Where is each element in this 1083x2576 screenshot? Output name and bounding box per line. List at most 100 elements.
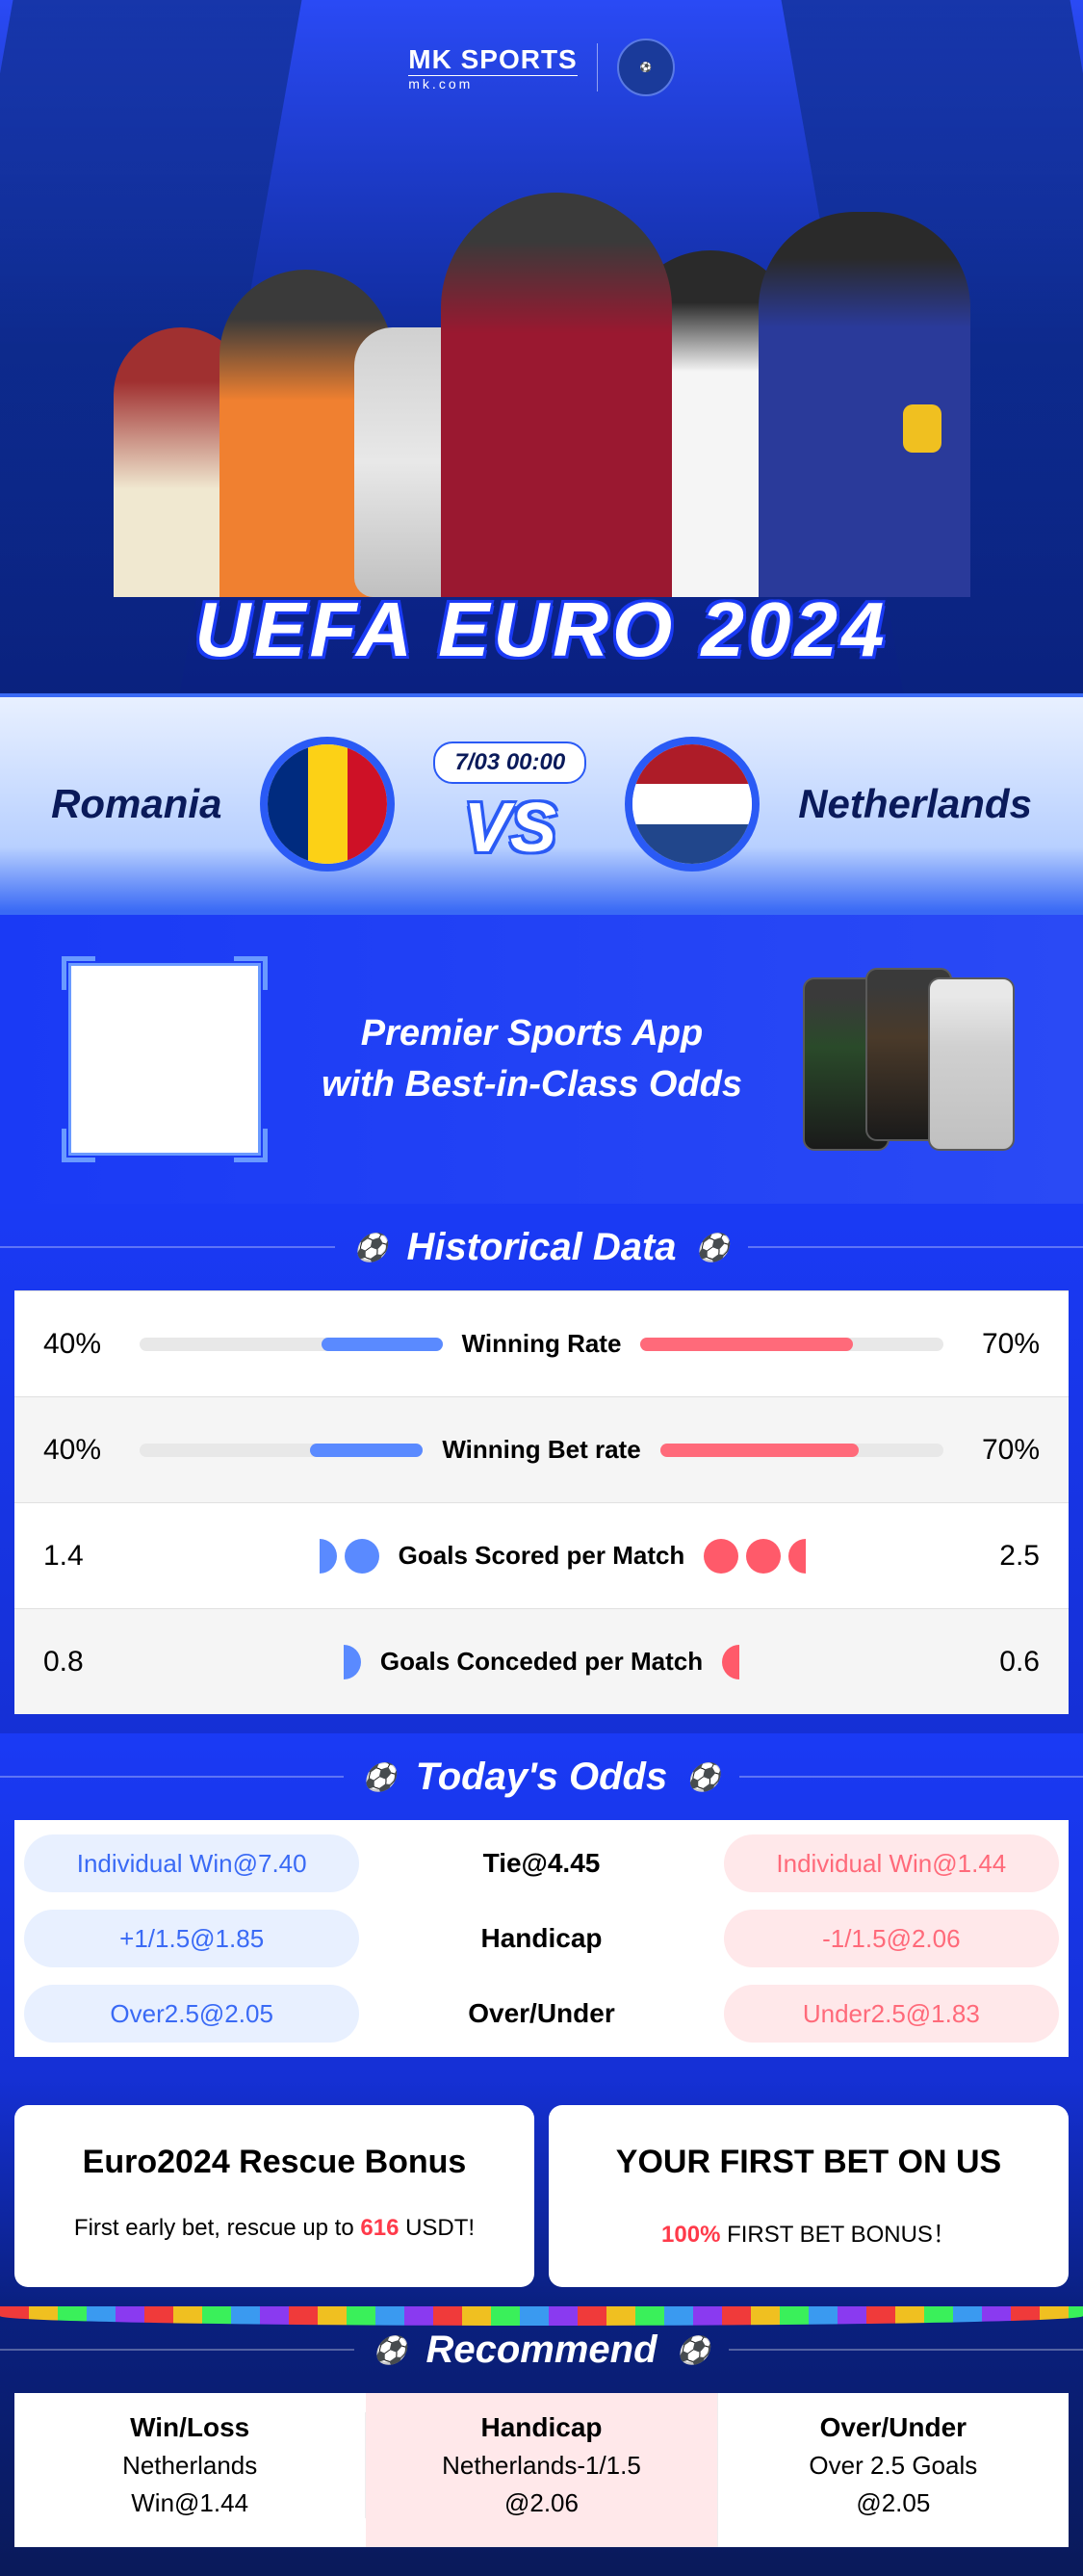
bar-right [640,1338,943,1351]
promo-line2: with Best-in-Class Odds [322,1059,742,1110]
promo-text: Premier Sports App with Best-in-Class Od… [322,1008,742,1110]
brand-logos: MK SPORTS mk.com ⚽ [408,39,674,96]
odds-pill-right[interactable]: Under2.5@1.83 [724,1985,1059,2043]
historical-header: ⚽ Historical Data ⚽ [0,1204,1083,1290]
rec-label: Over/Under [718,2412,1069,2443]
rec-odds: @2.06 [366,2488,716,2518]
hist-right-value: 70% [943,1434,1040,1467]
odds-header: ⚽ Today's Odds ⚽ [0,1733,1083,1820]
hist-label: Goals Scored per Match [379,1541,705,1571]
bonus-post: FIRST BET BONUS！ [720,2222,956,2248]
hist-right-value: 2.5 [943,1540,1040,1573]
bar-left [140,1338,443,1351]
bonus-post: USDT! [399,2215,475,2241]
odds-row: Over2.5@2.05 Over/Under Under2.5@1.83 [24,1985,1059,2043]
hist-left-value: 40% [43,1434,140,1467]
bonus-pre: First early bet, rescue up to [74,2215,360,2241]
odds-pill-left[interactable]: Individual Win@7.40 [24,1834,359,1892]
odds-pill-left[interactable]: Over2.5@2.05 [24,1985,359,2043]
historical-row: 40%Winning Rate70% [14,1290,1069,1396]
recommend-col[interactable]: Win/LossNetherlandsWin@1.44 [14,2412,366,2518]
recommend-col[interactable]: Handicap Netherlands-1/1.5 @2.06 [366,2393,717,2547]
ball-icon [345,1539,379,1574]
recommend-title: Recommend [425,2329,657,2372]
flag-netherlands-icon [625,737,760,872]
match-bar: Romania 7/03 00:00 VS Netherlands [0,693,1083,915]
recommend-body: Win/LossNetherlandsWin@1.44HandicapNethe… [14,2393,1069,2547]
recommend-header: ⚽ Recommend ⚽ [0,2306,1083,2393]
rec-pick: Netherlands [14,2451,365,2481]
balls-right [722,1645,943,1679]
vs-block: 7/03 00:00 VS [433,742,586,868]
club-badge-icon: ⚽ [617,39,675,96]
odds-body: Individual Win@7.40 Tie@4.45 Individual Wi… [14,1820,1069,2057]
soccer-ball-icon: ⚽ [677,2334,710,2366]
header-line [729,2349,1083,2351]
odds-row: +1/1.5@1.85 Handicap -1/1.5@2.06 [24,1910,1059,1967]
hist-label: Winning Bet rate [423,1435,659,1465]
odds-pill-right[interactable]: Individual Win@1.44 [724,1834,1059,1892]
odds-section: ⚽ Today's Odds ⚽ Individual Win@7.40 Tie@… [0,1733,1083,2076]
team-b-name: Netherlands [798,781,1032,827]
player-3 [441,193,672,597]
flag-romania-icon [260,737,395,872]
balls-left [140,1539,379,1574]
historical-row: 40% Winning Bet rate 70% [14,1396,1069,1502]
bonus-card-rescue[interactable]: Euro2024 Rescue Bonus First early bet, r… [14,2105,534,2287]
bonus-card-firstbet[interactable]: YOUR FIRST BET ON US 100% FIRST BET BONU… [549,2105,1069,2287]
odds-mid-label: Tie@4.45 [374,1848,709,1879]
recommend-col[interactable]: Over/Under Over 2.5 Goals @2.05 [718,2412,1069,2518]
historical-body: 40%Winning Rate70%40%Winning Bet rate70%… [14,1290,1069,1714]
hist-left-value: 40% [43,1328,140,1361]
hist-right-value: 0.6 [943,1646,1040,1678]
promo-line1: Premier Sports App [322,1008,742,1059]
bar-left [140,1444,423,1457]
qr-code-placeholder[interactable] [68,963,261,1156]
players-illustration [0,193,1083,597]
header-line [748,1246,1083,1248]
odds-pill-right[interactable]: -1/1.5@2.06 [724,1910,1059,1967]
player-5 [759,212,970,597]
phone-mockups [803,973,1015,1146]
hero-banner: MK SPORTS mk.com ⚽ UEFA EURO 2024 [0,0,1083,693]
header-line [0,1776,344,1778]
ball-icon [704,1539,738,1574]
soccer-ball-icon: ⚽ [696,1232,730,1263]
hero-title: UEFA EURO 2024 [195,585,889,674]
brand-name: MK SPORTS [408,44,577,74]
historical-title: Historical Data [406,1226,676,1269]
bonus-title: YOUR FIRST BET ON US [573,2144,1044,2181]
bonus-desc: First early bet, rescue up to 616 USDT! [39,2215,510,2242]
bonus-title: Euro2024 Rescue Bonus [39,2144,510,2181]
odds-pill-left[interactable]: +1/1.5@1.85 [24,1910,359,1967]
mk-logo: MK SPORTS mk.com [408,44,577,91]
team-a-name: Romania [51,781,221,827]
bar-right [660,1444,943,1457]
rec-pick: Netherlands-1/1.5 [366,2451,716,2481]
soccer-ball-icon: ⚽ [363,1761,397,1793]
soccer-ball-icon: ⚽ [354,1232,388,1263]
hist-left-value: 1.4 [43,1540,140,1573]
odds-row: Individual Win@7.40 Tie@4.45 Individual Wi… [24,1834,1059,1892]
promo-banner: Premier Sports App with Best-in-Class Od… [0,915,1083,1204]
bonus-desc: 100% FIRST BET BONUS！ [573,2215,1044,2249]
recommend-section: ⚽ Recommend ⚽ Win/LossNetherlandsWin@1.4… [0,2306,1083,2576]
odds-title: Today's Odds [416,1756,667,1799]
odds-mid-label: Handicap [374,1923,709,1954]
balls-left [140,1645,361,1679]
vs-text: VS [433,789,586,868]
rec-odds: Win@1.44 [14,2488,365,2518]
historical-row: 0.8 Goals Conceded per Match 0.6 [14,1608,1069,1714]
hist-left-value: 0.8 [43,1646,140,1678]
bonus-section: Euro2024 Rescue Bonus First early bet, r… [0,2076,1083,2306]
rec-odds: @2.05 [718,2488,1069,2518]
ball-half-icon [320,1539,337,1574]
historical-section: ⚽ Historical Data ⚽ 40%Winning Rate70%40… [0,1204,1083,1733]
soccer-ball-icon: ⚽ [374,2334,407,2366]
rec-label: Handicap [366,2412,716,2443]
header-line [739,1776,1083,1778]
historical-row: 1.4 Goals Scored per Match 2.5 [14,1502,1069,1608]
rec-pick: Over 2.5 Goals [718,2451,1069,2481]
hist-label: Goals Conceded per Match [361,1647,722,1677]
odds-mid-label: Over/Under [374,1998,709,2029]
